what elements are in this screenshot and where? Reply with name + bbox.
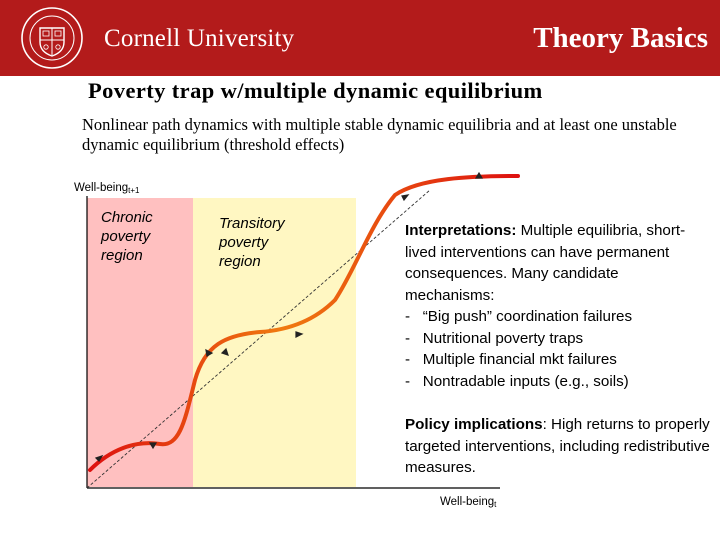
arrow-marker bbox=[295, 331, 304, 338]
cornell-seal-icon bbox=[21, 7, 83, 69]
mechanism-item: - “Big push” coordination failures bbox=[405, 308, 633, 325]
policy-text: : High returns to properly targeted inte… bbox=[405, 416, 710, 476]
direction-arrows bbox=[94, 171, 484, 462]
policy-heading: Policy implications bbox=[405, 416, 543, 433]
policy-block: Policy implications: High returns to pro… bbox=[405, 414, 710, 479]
slide-subtitle: Nonlinear path dynamics with multiple st… bbox=[82, 115, 677, 154]
mechanism-item: - Nutritional poverty traps bbox=[405, 329, 584, 347]
arrow-marker bbox=[220, 347, 229, 356]
chronic-region-label: Chronic poverty region bbox=[101, 209, 153, 264]
interpretations-text: Multiple equilibria, short-lived interve… bbox=[405, 222, 686, 304]
slide-title: Poverty trap w/multiple dynamic equilibr… bbox=[88, 78, 543, 103]
university-name: Cornell University bbox=[104, 25, 295, 52]
45-degree-line bbox=[86, 189, 431, 489]
arrow-marker bbox=[94, 454, 104, 462]
mechanism-item: - Nontradable inputs (e.g., soils) bbox=[405, 372, 629, 390]
mechanism-item: - Multiple financial mkt failures bbox=[405, 351, 617, 368]
transitory-region-label: Transitory poverty region bbox=[219, 215, 285, 270]
header-bar: Cornell University Theory Basics bbox=[0, 0, 720, 76]
section-title: Theory Basics bbox=[533, 22, 708, 54]
arrow-marker bbox=[205, 348, 214, 357]
arrow-marker bbox=[148, 442, 158, 450]
interpretations-block: Interpretations: Multiple equilibria, sh… bbox=[405, 220, 710, 392]
y-axis-label: Well-beingt+1 bbox=[74, 182, 140, 195]
dynamics-curve bbox=[88, 174, 520, 472]
arrow-marker bbox=[474, 171, 484, 179]
x-axis-label: Well-beingt bbox=[440, 496, 497, 509]
arrow-marker bbox=[401, 194, 410, 202]
interpretations-heading: Interpretations: bbox=[405, 222, 517, 239]
